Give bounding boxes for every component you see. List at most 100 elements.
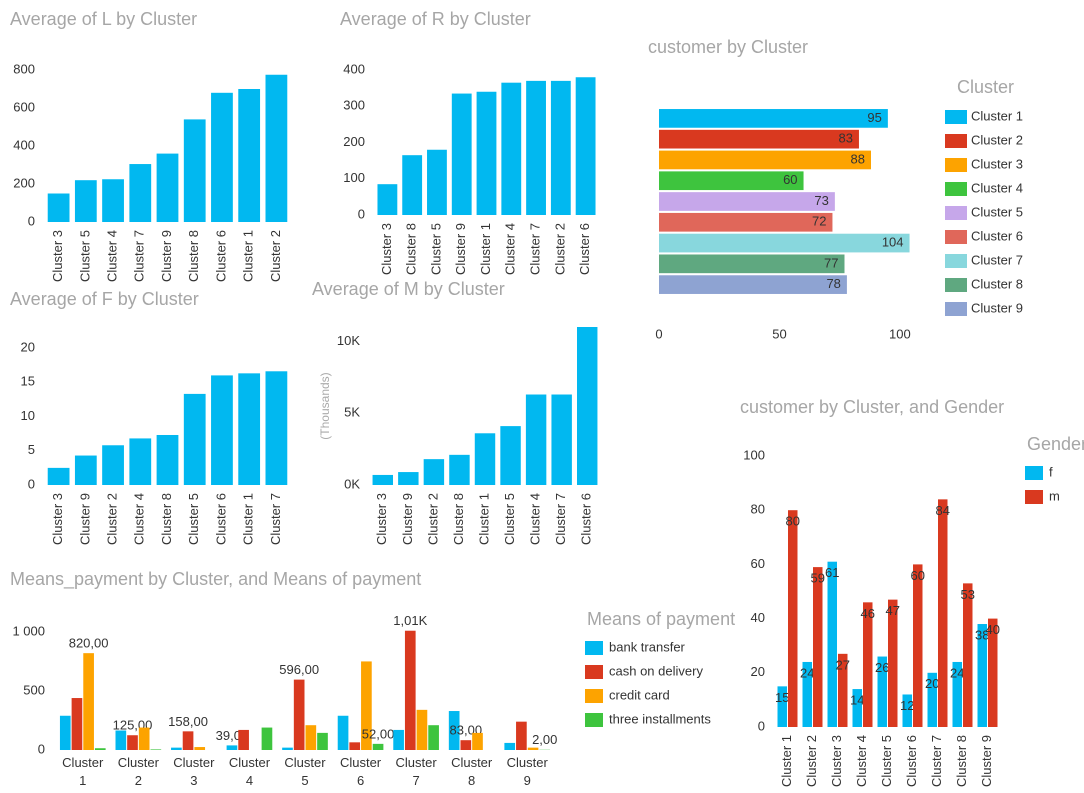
y-tick-label: 1 000 xyxy=(12,623,45,638)
bar xyxy=(94,748,106,750)
bar xyxy=(659,192,835,211)
x-tick-label: Cluster 2 xyxy=(425,493,440,545)
data-label: 83 xyxy=(838,131,852,146)
y-tick-label: 300 xyxy=(343,98,365,113)
data-label: 1,01K xyxy=(393,613,427,628)
bar xyxy=(138,727,150,750)
bar xyxy=(282,747,293,750)
y-tick-label: 5 xyxy=(28,442,35,457)
data-label: 596,00 xyxy=(279,662,319,677)
data-label: 46 xyxy=(861,606,875,621)
bar xyxy=(952,661,962,727)
bar xyxy=(115,730,127,750)
x-tick-label: Cluster 6 xyxy=(904,735,919,787)
data-label: 40 xyxy=(986,622,1000,637)
data-label: 104 xyxy=(882,234,904,249)
legend-label: Cluster 8 xyxy=(971,276,1023,291)
data-label: 78 xyxy=(826,276,840,291)
data-label: 61 xyxy=(825,565,839,580)
bar xyxy=(577,327,598,485)
x-tick-label: Cluster 5 xyxy=(284,755,326,788)
bar xyxy=(788,510,798,727)
y-tick-label: 10K xyxy=(337,333,360,348)
bar xyxy=(127,735,138,750)
data-label: 27 xyxy=(836,657,850,672)
bar xyxy=(183,393,206,485)
bar xyxy=(877,656,887,727)
bar xyxy=(150,749,162,750)
bar xyxy=(183,119,206,222)
bar xyxy=(659,171,804,191)
bar xyxy=(659,129,859,149)
bar xyxy=(238,89,261,222)
x-tick-label: Cluster 2 xyxy=(804,735,819,787)
legend-swatch xyxy=(585,713,603,727)
x-tick-label: Cluster 1 xyxy=(779,735,794,787)
bar xyxy=(551,394,572,485)
x-tick-label: Cluster 4 xyxy=(229,755,271,788)
x-tick-label: Cluster 9 xyxy=(507,755,549,788)
bar xyxy=(451,93,472,215)
chart-title: Average of R by Cluster xyxy=(340,9,531,29)
x-tick-label: Cluster 7 xyxy=(396,755,438,788)
x-tick-label: Cluster 6 xyxy=(213,493,228,545)
bar xyxy=(226,745,238,750)
x-tick-label: Cluster 6 xyxy=(579,493,594,545)
bar xyxy=(47,467,70,485)
x-tick-label: Cluster 3 xyxy=(173,755,215,788)
data-label: 820,00 xyxy=(69,636,109,651)
chart-title: customer by Cluster xyxy=(648,37,808,57)
bar xyxy=(129,438,152,485)
y-tick-label: 400 xyxy=(13,137,35,152)
legend-label: Cluster 4 xyxy=(971,180,1023,195)
x-tick-label: Cluster 8 xyxy=(159,493,174,545)
bar xyxy=(74,180,97,222)
x-tick-label: Cluster 5 xyxy=(879,735,894,787)
data-label: 24 xyxy=(800,665,814,680)
legend-label: three installments xyxy=(609,711,711,726)
data-label: 12 xyxy=(900,698,914,713)
bar xyxy=(460,740,472,750)
bar xyxy=(863,602,873,727)
x-tick-label: Cluster 7 xyxy=(132,230,147,282)
bar xyxy=(404,630,416,750)
bar xyxy=(938,499,948,727)
bar xyxy=(261,727,273,750)
bar xyxy=(659,275,847,294)
chart-title: Average of F by Cluster xyxy=(10,289,199,309)
bar xyxy=(372,743,384,750)
legend-label: Cluster 7 xyxy=(971,252,1023,267)
x-tick-label: Cluster 8 xyxy=(451,493,466,545)
x-tick-label: Cluster 8 xyxy=(954,735,969,787)
legend-label: Cluster 1 xyxy=(971,108,1023,123)
y-axis-label: (Thousands) xyxy=(318,372,332,439)
x-tick-label: Cluster 1 xyxy=(62,755,104,788)
x-tick-label: Cluster 2 xyxy=(118,755,160,788)
data-label: 84 xyxy=(936,503,950,518)
bar xyxy=(575,77,596,215)
x-tick-label: Cluster 4 xyxy=(528,493,543,545)
legend-swatch xyxy=(585,665,603,679)
data-label: 15 xyxy=(775,690,789,705)
y-tick-label: 0 xyxy=(758,718,765,733)
x-tick-label: Cluster 3 xyxy=(829,735,844,787)
data-label: 59 xyxy=(811,571,825,586)
x-tick-label: Cluster 2 xyxy=(104,493,119,545)
bar xyxy=(659,233,910,253)
data-label: 60 xyxy=(783,172,797,187)
x-tick-label: Cluster 1 xyxy=(241,493,256,545)
x-tick-label: Cluster 8 xyxy=(186,230,201,282)
bar xyxy=(305,725,317,750)
bar xyxy=(337,715,349,750)
bar xyxy=(317,732,328,750)
y-tick-label: 200 xyxy=(343,134,365,149)
legend-swatch xyxy=(945,206,967,220)
bar xyxy=(526,80,546,215)
x-tick-label: Cluster 3 xyxy=(50,230,65,282)
x-tick-label: Cluster 3 xyxy=(50,493,65,545)
bar xyxy=(182,731,194,750)
chart-title: Means_payment by Cluster, and Means of p… xyxy=(10,569,421,590)
y-tick-label: 600 xyxy=(13,99,35,114)
y-tick-label: 5K xyxy=(344,405,360,420)
